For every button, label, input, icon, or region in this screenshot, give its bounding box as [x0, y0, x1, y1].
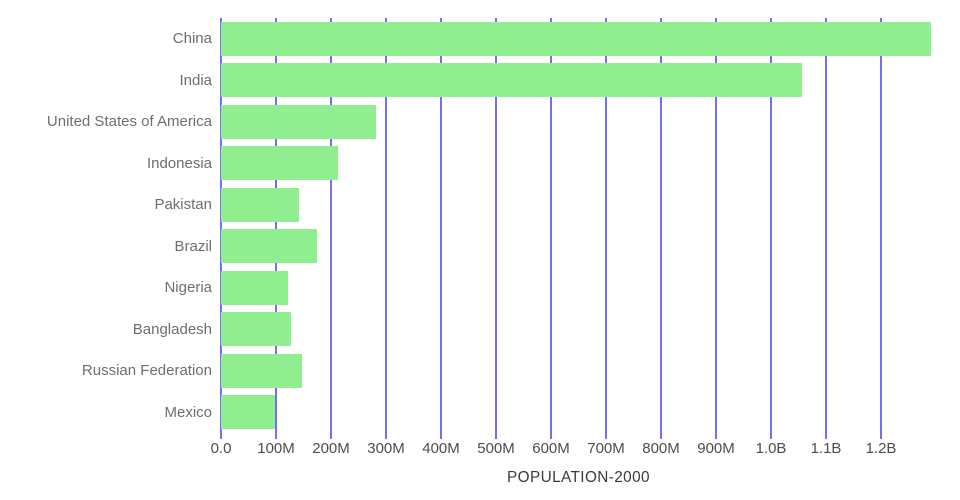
- x-axis-tick-labels: 0.0 100M 200M 300M 400M 500M 600M 700M 800M 900M 1…: [211, 440, 936, 460]
- bar-pakistan: [221, 187, 300, 222]
- bar-row: [221, 309, 936, 351]
- category-label: Indonesia: [146, 154, 212, 172]
- gridline-800M: [660, 18, 662, 439]
- x-tick-label: 600M: [532, 440, 570, 457]
- category-label: United States of America: [46, 113, 212, 131]
- bar-united-states-of-america: [221, 104, 377, 139]
- bar-row: [221, 350, 936, 392]
- gridline-900M: [715, 18, 717, 439]
- x-tick-label: 900M: [697, 440, 735, 457]
- gridline-500M: [495, 18, 497, 439]
- x-tick-label: 500M: [477, 440, 515, 457]
- x-tick-label: 1.2B: [865, 440, 897, 457]
- bar-nigeria: [221, 270, 289, 305]
- gridline-0.0: [220, 18, 222, 439]
- gridline-300M: [385, 18, 387, 439]
- bar-brazil: [221, 229, 318, 263]
- category-label: Pakistan: [154, 196, 212, 214]
- bar-indonesia: [221, 146, 338, 180]
- x-tick-label: 1.0B: [755, 440, 787, 457]
- bar-row: [221, 18, 936, 60]
- gridline-1.1B: [825, 18, 827, 439]
- x-tick-label: 100M: [257, 440, 295, 457]
- category-label: China: [172, 30, 212, 48]
- gridline-200M: [330, 18, 332, 439]
- gridline-100M: [275, 18, 277, 439]
- bar-china: [221, 21, 931, 56]
- x-tick-label: 1.1B: [810, 440, 842, 457]
- y-axis-category-labels: China India United States of America Indone…: [0, 18, 212, 433]
- category-label: Bangladesh: [132, 320, 212, 338]
- plot-area: [220, 18, 936, 439]
- bar-russian-federation: [221, 353, 302, 388]
- x-axis-title: POPULATION-2000: [507, 469, 650, 486]
- category-label: Russian Federation: [81, 362, 212, 380]
- bar-row: [221, 267, 936, 309]
- x-tick-label: 300M: [367, 440, 405, 457]
- category-label: Nigeria: [164, 279, 212, 297]
- x-tick-label: 400M: [422, 440, 460, 457]
- gridline-700M: [605, 18, 607, 439]
- bar-row: [221, 226, 936, 268]
- x-tick-label: 200M: [312, 440, 350, 457]
- category-label: Mexico: [164, 403, 212, 421]
- bar-row: [221, 184, 936, 226]
- bar-mexico: [221, 395, 276, 429]
- bar-row: [221, 392, 936, 434]
- category-label: India: [179, 71, 212, 89]
- x-tick-label: 700M: [587, 440, 625, 457]
- bar-row: [221, 101, 936, 143]
- category-label: Brazil: [174, 237, 212, 255]
- bar-bangladesh: [221, 312, 292, 346]
- x-tick-label: 800M: [642, 440, 680, 457]
- gridline-1.2B: [880, 18, 882, 439]
- x-tick-label: 0.0: [210, 440, 232, 457]
- gridline-600M: [550, 18, 552, 439]
- bar-row: [221, 143, 936, 185]
- gridline-400M: [440, 18, 442, 439]
- gridline-1.0B: [770, 18, 772, 439]
- bar-row: [221, 60, 936, 102]
- bar-india: [221, 63, 803, 97]
